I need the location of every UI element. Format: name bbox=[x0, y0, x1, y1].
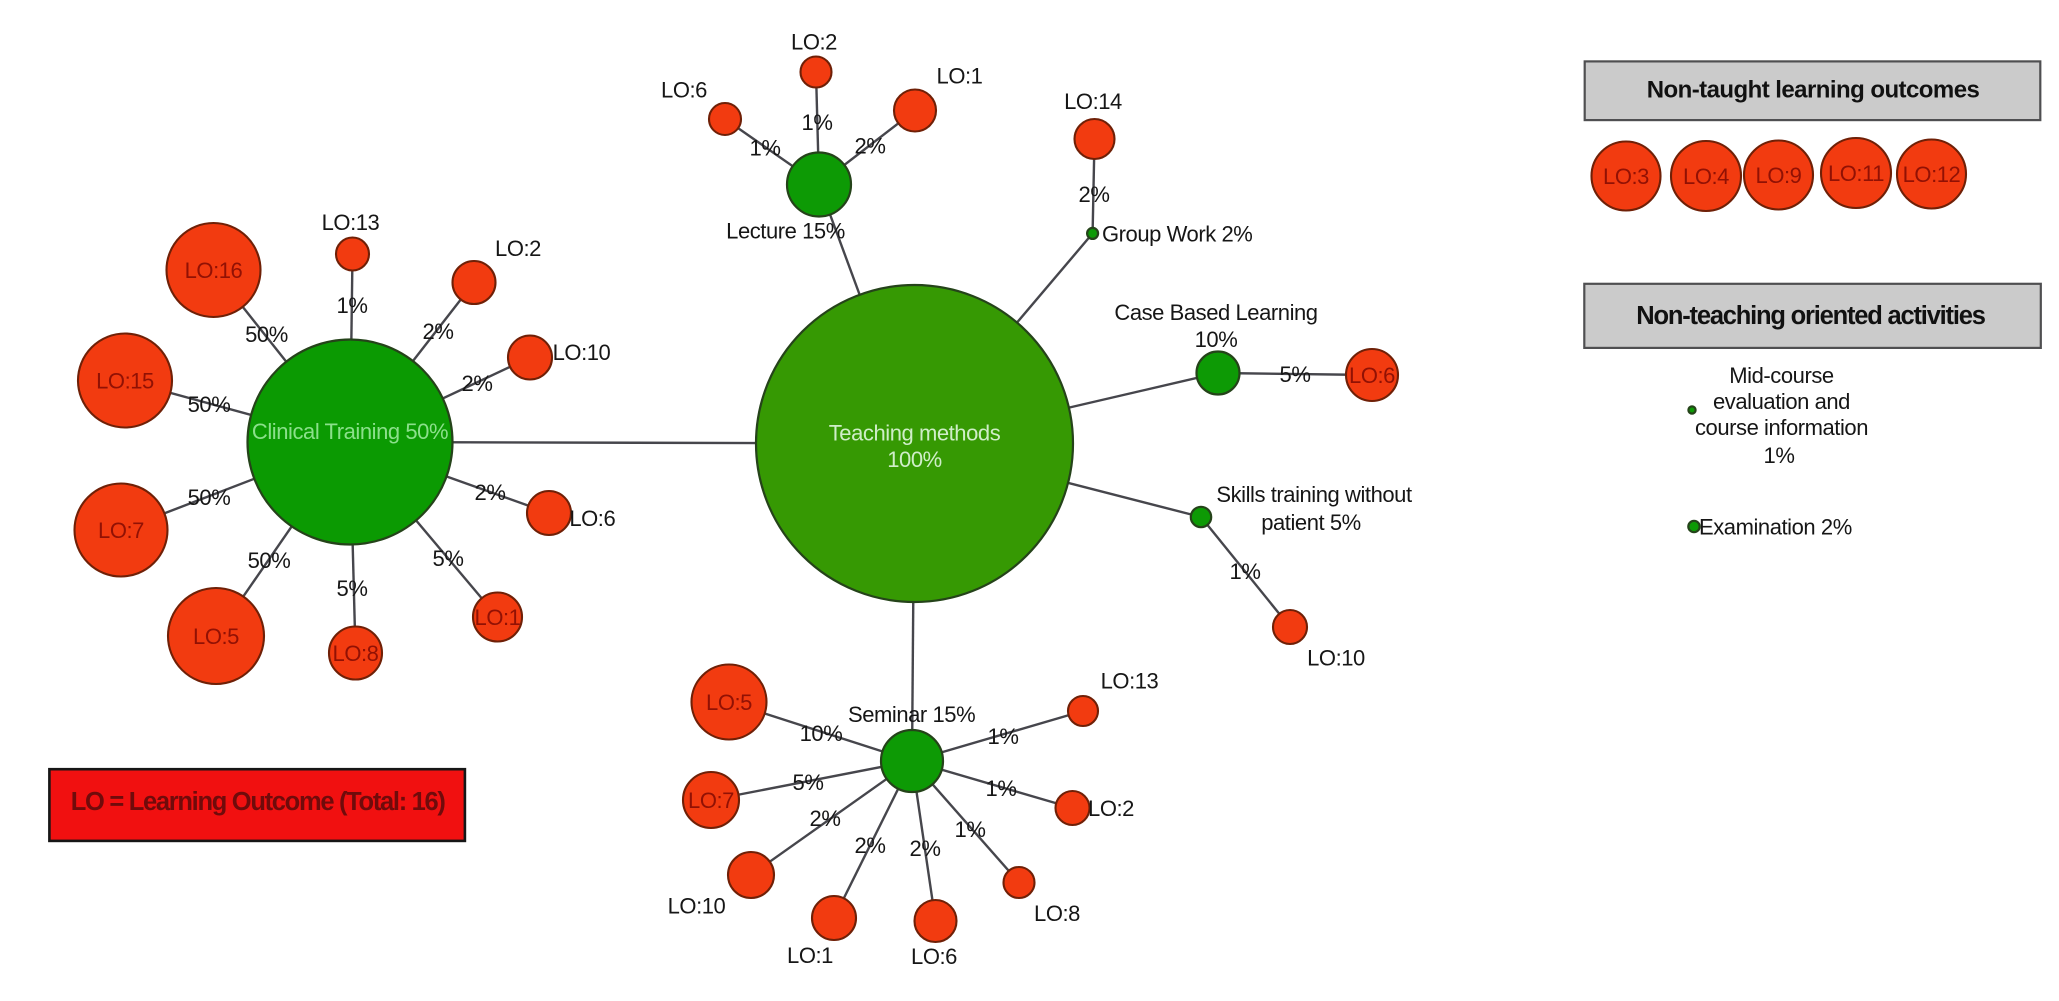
svg-text:evaluation and: evaluation and bbox=[1713, 389, 1850, 414]
svg-text:50%: 50% bbox=[245, 322, 288, 347]
svg-text:5%: 5% bbox=[337, 576, 368, 601]
svg-text:LO:13: LO:13 bbox=[1101, 669, 1159, 694]
svg-text:2%: 2% bbox=[475, 480, 506, 505]
svg-text:LO:8: LO:8 bbox=[333, 641, 379, 666]
svg-text:2%: 2% bbox=[423, 319, 454, 344]
svg-text:2%: 2% bbox=[855, 134, 886, 159]
svg-text:LO:6: LO:6 bbox=[661, 77, 707, 102]
svg-text:2%: 2% bbox=[910, 836, 941, 861]
svg-text:LO:15: LO:15 bbox=[96, 369, 154, 394]
svg-text:LO:3: LO:3 bbox=[1603, 164, 1649, 189]
svg-text:LO:12: LO:12 bbox=[1903, 162, 1961, 187]
svg-text:LO:7: LO:7 bbox=[688, 788, 734, 813]
svg-text:LO:13: LO:13 bbox=[322, 210, 380, 235]
svg-text:Mid-course: Mid-course bbox=[1729, 363, 1834, 388]
svg-text:Non-teaching oriented activiti: Non-teaching oriented activities bbox=[1636, 302, 1985, 330]
svg-text:1%: 1% bbox=[750, 136, 781, 161]
svg-text:Examination 2%: Examination 2% bbox=[1699, 515, 1852, 540]
svg-text:LO:5: LO:5 bbox=[193, 624, 239, 649]
svg-text:2%: 2% bbox=[1079, 182, 1110, 207]
svg-text:LO:6: LO:6 bbox=[911, 944, 957, 969]
svg-text:5%: 5% bbox=[793, 770, 824, 795]
svg-text:LO:10: LO:10 bbox=[1307, 646, 1365, 671]
svg-text:10%: 10% bbox=[1195, 327, 1238, 352]
svg-text:1%: 1% bbox=[1230, 559, 1261, 584]
svg-text:100%: 100% bbox=[887, 447, 942, 472]
svg-text:50%: 50% bbox=[248, 548, 291, 573]
svg-text:LO:16: LO:16 bbox=[185, 258, 243, 283]
svg-text:LO:10: LO:10 bbox=[553, 340, 611, 365]
svg-text:Skills training without: Skills training without bbox=[1216, 482, 1412, 507]
svg-text:5%: 5% bbox=[1280, 362, 1311, 387]
svg-text:Lecture 15%: Lecture 15% bbox=[726, 219, 845, 244]
svg-text:5%: 5% bbox=[433, 546, 464, 571]
svg-text:LO:11: LO:11 bbox=[1828, 161, 1884, 186]
svg-text:LO:1: LO:1 bbox=[475, 605, 521, 630]
svg-text:LO:14: LO:14 bbox=[1064, 89, 1122, 114]
svg-text:course information: course information bbox=[1695, 415, 1868, 440]
svg-text:Non-taught learning outcomes: Non-taught learning outcomes bbox=[1647, 77, 1980, 104]
svg-text:Teaching methods: Teaching methods bbox=[829, 421, 1001, 446]
svg-text:1%: 1% bbox=[802, 110, 833, 135]
svg-text:LO:2: LO:2 bbox=[1088, 796, 1134, 821]
svg-text:LO:1: LO:1 bbox=[937, 63, 983, 88]
svg-text:LO:6: LO:6 bbox=[569, 506, 615, 531]
svg-text:LO:7: LO:7 bbox=[98, 518, 144, 543]
svg-text:LO:8: LO:8 bbox=[1034, 901, 1080, 926]
svg-text:1%: 1% bbox=[986, 776, 1017, 801]
svg-text:Case Based Learning: Case Based Learning bbox=[1114, 300, 1317, 325]
svg-text:2%: 2% bbox=[462, 371, 493, 396]
svg-text:50%: 50% bbox=[188, 485, 231, 510]
svg-text:LO:9: LO:9 bbox=[1756, 163, 1802, 188]
svg-text:LO = Learning Outcome (Total:: LO = Learning Outcome (Total: 16) bbox=[71, 788, 446, 816]
svg-text:Group Work 2%: Group Work 2% bbox=[1102, 221, 1252, 246]
svg-text:LO:6: LO:6 bbox=[1349, 363, 1395, 388]
svg-text:50%: 50% bbox=[188, 392, 231, 417]
svg-text:1%: 1% bbox=[1764, 443, 1795, 468]
svg-text:2%: 2% bbox=[855, 833, 886, 858]
svg-text:LO:10: LO:10 bbox=[668, 894, 726, 919]
svg-text:10%: 10% bbox=[800, 721, 843, 746]
svg-text:Seminar 15%: Seminar 15% bbox=[848, 702, 975, 727]
svg-text:patient 5%: patient 5% bbox=[1261, 510, 1361, 535]
svg-text:LO:2: LO:2 bbox=[791, 30, 837, 55]
svg-text:1%: 1% bbox=[337, 293, 368, 318]
svg-text:2%: 2% bbox=[810, 806, 841, 831]
svg-text:1%: 1% bbox=[988, 724, 1019, 749]
svg-text:LO:2: LO:2 bbox=[495, 236, 541, 261]
svg-text:LO:4: LO:4 bbox=[1683, 164, 1729, 189]
svg-text:LO:5: LO:5 bbox=[706, 690, 752, 715]
svg-text:1%: 1% bbox=[955, 817, 986, 842]
svg-text:Clinical Training 50%: Clinical Training 50% bbox=[252, 419, 448, 444]
svg-text:LO:1: LO:1 bbox=[787, 943, 833, 968]
